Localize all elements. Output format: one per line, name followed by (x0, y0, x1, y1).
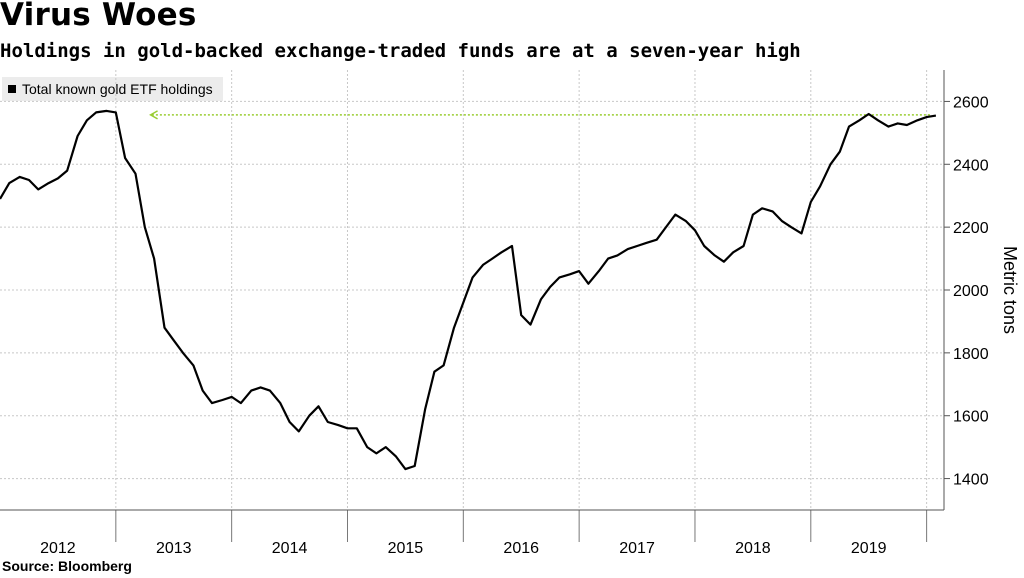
legend-label: Total known gold ETF holdings (22, 81, 213, 97)
y-tick-label: 2400 (953, 157, 989, 174)
x-tick-label: 2019 (851, 540, 887, 557)
chart-title: Virus Woes (0, 0, 197, 33)
axes: 1400 1600 1800 2000 2200 2400 2600 2012 2013 2014… (0, 70, 1020, 557)
x-tick-label: 2018 (735, 540, 771, 557)
annotation (149, 110, 930, 120)
y-tick-label: 2600 (953, 94, 989, 111)
y-axis-label: Metric tons (1000, 246, 1020, 334)
source-note: Source: Bloomberg (2, 558, 132, 574)
chart-subtitle: Holdings in gold-backed exchange-traded … (0, 40, 801, 62)
x-tick-label: 2016 (503, 540, 539, 557)
series-line (0, 109, 937, 471)
grid (0, 70, 944, 510)
legend-swatch (8, 85, 16, 93)
y-tick-label: 2000 (953, 283, 989, 300)
x-tick-label: 2014 (272, 540, 308, 557)
y-tick-label: 1600 (953, 409, 989, 426)
annotation-arrowhead (149, 110, 158, 120)
y-tick-label: 1800 (953, 346, 989, 363)
series-layer (0, 109, 937, 471)
legend: Total known gold ETF holdings (2, 77, 223, 101)
x-tick-label: 2017 (619, 540, 655, 557)
x-tick-label: 2012 (40, 540, 76, 557)
y-tick-label: 2200 (953, 220, 989, 237)
x-tick-label: 2013 (156, 540, 192, 557)
x-tick-label: 2015 (388, 540, 424, 557)
y-tick-label: 1400 (953, 472, 989, 489)
